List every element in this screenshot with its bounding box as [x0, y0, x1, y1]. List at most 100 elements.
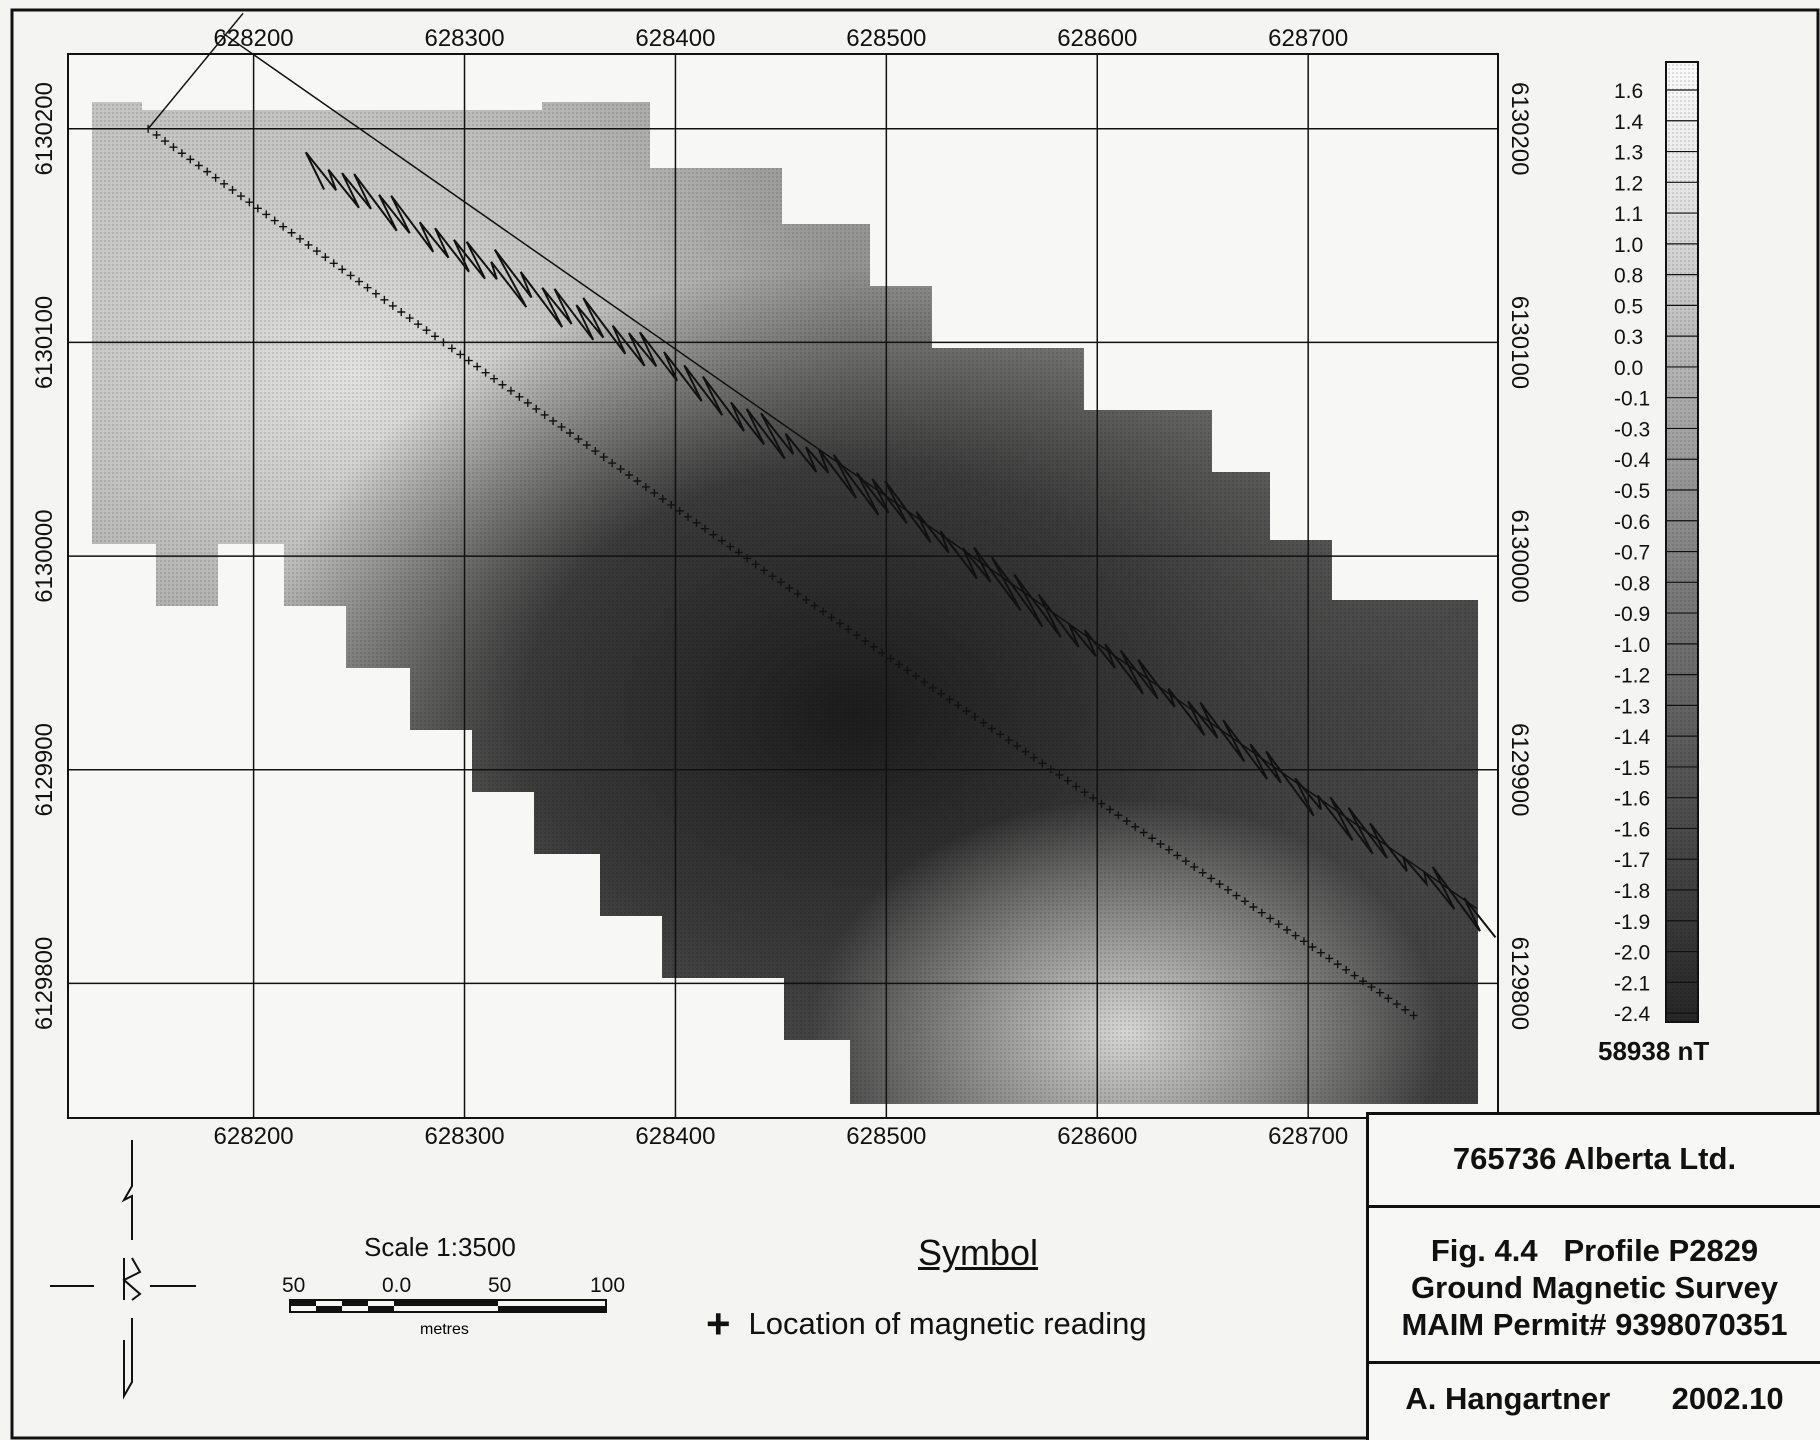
- legend-label: -0.9: [1614, 603, 1650, 626]
- x-tick-label: 628200: [214, 1123, 294, 1150]
- outer-frame: [10, 8, 1820, 1440]
- reading-mark: [1097, 799, 1106, 808]
- y-tick-label: 6129900: [1506, 723, 1533, 816]
- reading-mark: [1257, 908, 1266, 917]
- reading-mark: [776, 578, 785, 587]
- legend-label: -1.9: [1614, 911, 1650, 934]
- reading-mark: [878, 648, 887, 657]
- reading-mark: [371, 289, 380, 298]
- legend-label: 0.8: [1614, 265, 1643, 288]
- reading-mark: [228, 185, 237, 194]
- legend-texture: [1666, 62, 1698, 1022]
- title-block: 765736 Alberta Ltd. Fig. 4.4 Profile P28…: [1366, 1112, 1820, 1440]
- profile-baseline: [222, 32, 1478, 910]
- reading-mark: [565, 428, 574, 437]
- reading-mark: [810, 601, 819, 610]
- reading-mark: [304, 240, 313, 249]
- reading-mark: [329, 259, 338, 268]
- reading-mark: [852, 631, 861, 640]
- reading-mark: [473, 362, 482, 371]
- reading-mark: [161, 137, 170, 146]
- reading-mark: [928, 683, 937, 692]
- reading-mark: [456, 350, 465, 359]
- reading-mark: [1080, 788, 1089, 797]
- reading-mark: [1249, 903, 1258, 912]
- reading-mark: [177, 149, 186, 158]
- y-tick-label: 6130200: [1506, 82, 1533, 175]
- reading-mark: [700, 524, 709, 533]
- reading-mark: [355, 277, 364, 286]
- reading-mark: [346, 271, 355, 280]
- reading-mark: [1207, 874, 1216, 883]
- x-tick-label: 628300: [424, 1123, 504, 1150]
- reading-mark: [1055, 770, 1064, 779]
- reading-mark: [996, 730, 1005, 739]
- reading-mark: [1325, 954, 1334, 963]
- x-tick-label: 628500: [846, 25, 926, 52]
- reading-mark: [287, 228, 296, 237]
- legend-label: -1.6: [1614, 788, 1650, 811]
- reading-mark: [1164, 845, 1173, 854]
- reading-mark: [1131, 822, 1140, 831]
- reading-mark: [253, 204, 262, 213]
- reading-mark: [430, 332, 439, 341]
- y-tick-label: 6130000: [31, 509, 58, 602]
- reading-mark: [1333, 960, 1342, 969]
- legend-label: 1.3: [1614, 142, 1643, 165]
- reading-mark: [1266, 914, 1275, 923]
- reading-mark: [1401, 1005, 1410, 1014]
- reading-mark: [751, 560, 760, 569]
- reading-mark: [1089, 793, 1098, 802]
- reading-mark: [1148, 834, 1157, 843]
- reading-mark: [743, 554, 752, 563]
- legend-label: -0.8: [1614, 572, 1650, 595]
- reading-mark: [363, 283, 372, 292]
- legend-label: -0.5: [1614, 480, 1650, 503]
- x-tick-label: 628400: [635, 1123, 715, 1150]
- reading-mark: [498, 380, 507, 389]
- reading-mark: [675, 506, 684, 515]
- reading-mark: [515, 392, 524, 401]
- y-tick-labels-left: 6130200 6130100 6130000 6129900 6129800: [31, 82, 58, 1030]
- magnetic-profile-trace: [304, 151, 1497, 939]
- x-tick-labels-bottom: 628200 628300 628400 628500 628600 628700: [214, 1123, 1349, 1150]
- reading-mark: [236, 192, 245, 201]
- scale-label: 100: [590, 1274, 625, 1297]
- reading-mark: [608, 459, 617, 468]
- reading-mark: [785, 584, 794, 593]
- symbol-heading: Symbol: [918, 1232, 1039, 1273]
- reading-mark: [321, 253, 330, 262]
- legend-label: -1.7: [1614, 849, 1650, 872]
- reading-mark: [599, 453, 608, 462]
- reading-mark: [1139, 828, 1148, 837]
- reading-mark: [962, 707, 971, 716]
- reading-mark: [1299, 937, 1308, 946]
- legend-label: 1.4: [1614, 111, 1644, 134]
- figure-title: Fig. 4.4 Profile P2829: [1430, 1233, 1759, 1268]
- reading-mark: [869, 642, 878, 651]
- reading-mark: [717, 536, 726, 545]
- reading-mark: [380, 295, 389, 304]
- figure-date: 2002.10: [1671, 1381, 1784, 1416]
- reading-mark: [194, 161, 203, 170]
- scale-label: 50: [282, 1274, 305, 1297]
- reading-mark: [549, 416, 558, 425]
- reading-mark: [1013, 741, 1022, 750]
- author-name: A. Hangartner: [1405, 1381, 1611, 1416]
- north-arrow-icon: [50, 1140, 196, 1400]
- legend-label: -1.5: [1614, 757, 1650, 780]
- reading-mark: [768, 572, 777, 581]
- reading-mark: [414, 320, 423, 329]
- reading-mark: [709, 530, 718, 539]
- reading-mark: [861, 637, 870, 646]
- reading-mark: [1198, 868, 1207, 877]
- y-tick-label: 6130000: [1506, 509, 1533, 602]
- reading-mark: [1072, 782, 1081, 791]
- reading-mark: [684, 512, 693, 521]
- legend-label: -2.4: [1614, 1003, 1651, 1026]
- reading-mark: [835, 619, 844, 628]
- author-row: A. Hangartner 2002.10: [1369, 1381, 1820, 1417]
- reading-mark: [1232, 891, 1241, 900]
- x-tick-label: 628600: [1057, 1123, 1137, 1150]
- survey-title: Ground Magnetic Survey: [1411, 1270, 1778, 1305]
